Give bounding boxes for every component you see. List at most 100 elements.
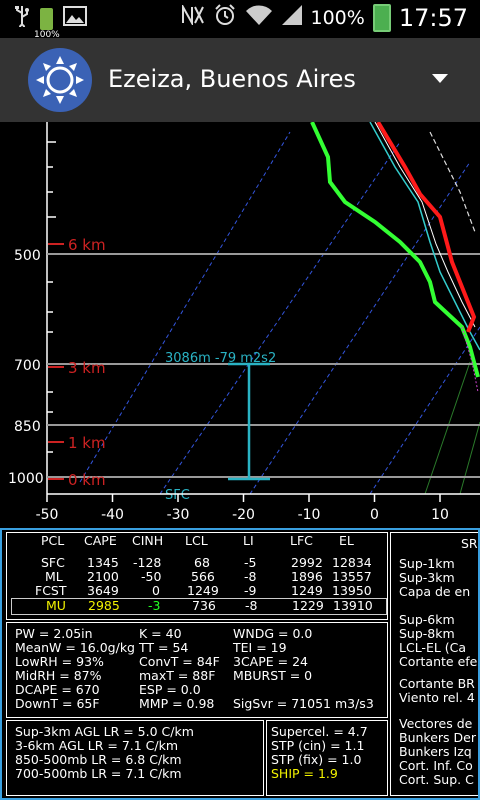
- capa-label: Capa de en: [399, 584, 471, 599]
- pcl-name: SFC: [41, 555, 65, 570]
- cortante-efe-label: Cortante efe: [399, 654, 478, 669]
- maxt-value: maxT = 88F: [139, 668, 216, 683]
- midrh-value: MidRH = 87%: [15, 668, 102, 683]
- lapse-rate-sfc3km: Sup-3km AGL LR = 5.0 C/km: [15, 724, 194, 739]
- pw-value: PW = 2.05in: [15, 626, 93, 641]
- usb-icon: [14, 5, 30, 32]
- header-li: LI: [243, 533, 254, 548]
- parcel-trace: [461, 326, 479, 393]
- el-value: 13950: [332, 583, 372, 598]
- skewt-diagram: 500 700 850 1000 6 km 3 km 1 km 0 km 308…: [8, 122, 480, 523]
- cape-value: 2100: [87, 569, 119, 584]
- clock: 17:57: [398, 3, 468, 32]
- lowrh-value: LowRH = 93%: [15, 654, 104, 669]
- sup-8km-label: Sup-8km: [399, 626, 455, 641]
- height-label-0km: 0 km: [68, 471, 106, 489]
- alarm-icon: [213, 3, 237, 32]
- viento-rel-label: Viento rel. 4: [399, 690, 475, 705]
- lcl-value: 1249: [187, 583, 219, 598]
- lapse-rates-box: Sup-3km AGL LR = 5.0 C/km 3-6km AGL LR =…: [6, 720, 264, 796]
- moist-adiabats: [424, 361, 480, 495]
- pressure-label-500: 500: [14, 248, 41, 264]
- signal-icon: [281, 4, 303, 31]
- battery-icon: [372, 3, 391, 32]
- sun-icon[interactable]: [28, 48, 92, 112]
- parcel-table: PCL CAPE CINH LCL LI LFC EL SFC 1345 -12…: [6, 532, 388, 620]
- temp-tick-label: 10: [431, 507, 449, 523]
- cinh-value: 0: [152, 583, 160, 598]
- pcl-name: MU: [46, 598, 66, 613]
- cinh-value: -128: [133, 555, 162, 570]
- cape-value: 1345: [87, 555, 119, 570]
- nfc-icon: [181, 3, 205, 30]
- lcl-el-label: LCL-EL (Ca: [399, 640, 467, 655]
- li-value: -9: [244, 583, 257, 598]
- helicity-label: 3086m -79 m2s2: [165, 351, 276, 366]
- downt-value: DownT = 65F: [15, 696, 100, 711]
- tei-value: TEI = 19: [233, 640, 287, 655]
- sup-3km-label: Sup-3km: [399, 570, 455, 585]
- parcel-row-mu: MU 2985 -3 736 -8 1229 13910: [11, 598, 387, 615]
- temp-tick-label: -40: [101, 507, 124, 523]
- el-value: 13557: [332, 569, 372, 584]
- isotherms: [79, 131, 480, 495]
- cape-value: 3649: [87, 583, 119, 598]
- indices-box: PW = 2.05in MeanW = 16.0g/kg LowRH = 93%…: [6, 622, 388, 718]
- li-value: -8: [245, 598, 258, 613]
- bunkers-der-label: Bunkers Der: [399, 730, 476, 745]
- pcl-name: FCST: [35, 583, 67, 598]
- right-panel: SR Sup-1km Sup-3km Capa de en Sup-6km Su…: [390, 532, 478, 796]
- cinh-value: -50: [141, 569, 162, 584]
- supercell-value: Supercel. = 4.7: [271, 724, 368, 739]
- cort-sup-label: Cort. Sup. C: [399, 772, 474, 787]
- sigsvr-value: SigSvr = 71051 m3/s3: [233, 696, 374, 711]
- lfc-value: 2992: [291, 555, 323, 570]
- lapse-rate-850-500: 850-500mb LR = 6.8 C/km: [15, 752, 182, 767]
- pressure-label-1000: 1000: [8, 471, 44, 487]
- temp-tick-label: 0: [370, 507, 379, 523]
- meanw-value: MeanW = 16.0g/kg: [15, 640, 135, 655]
- dashed-white-line: [429, 131, 476, 233]
- lfc-value: 1229: [292, 598, 324, 613]
- height-label-6km: 6 km: [68, 236, 106, 254]
- temp-tick-label: -50: [36, 507, 59, 523]
- blank-line: [233, 683, 374, 697]
- tt-index: TT = 54: [139, 640, 189, 655]
- temp-tick-label: -20: [232, 507, 255, 523]
- battery-percent: 100%: [310, 6, 365, 29]
- sup-1km-label: Sup-1km: [399, 556, 455, 571]
- cortante-br-label: Cortante BR: [399, 676, 475, 691]
- mburst-value: MBURST = 0: [233, 668, 313, 683]
- lfc-value: 1896: [291, 569, 323, 584]
- lcl-value: 566: [191, 569, 215, 584]
- el-value: 13910: [333, 598, 373, 613]
- dcape-value: DCAPE = 670: [15, 682, 100, 697]
- lapse-rate-3-6km: 3-6km AGL LR = 7.1 C/km: [15, 738, 179, 753]
- wndg-value: WNDG = 0.0: [233, 626, 313, 641]
- sup-6km-label: Sup-6km: [399, 612, 455, 627]
- lfc-value: 1249: [291, 583, 323, 598]
- li-value: -5: [244, 555, 257, 570]
- app-bar: Ezeiza, Buenos Aires: [0, 38, 480, 122]
- location-title[interactable]: Ezeiza, Buenos Aires: [108, 65, 356, 93]
- lapse-rate-700-500: 700-500mb LR = 7.1 C/km: [15, 766, 182, 781]
- height-label-3km: 3 km: [68, 359, 106, 377]
- header-el: EL: [339, 533, 354, 548]
- left-axis-ticks: [47, 141, 56, 453]
- image-icon: [63, 6, 87, 31]
- stp-cin-value: STP (cin) = 1.1: [271, 738, 365, 753]
- pcl-name: ML: [45, 569, 63, 584]
- cape-value: 2985: [88, 598, 120, 613]
- wetbulb-line: [369, 122, 480, 351]
- header-lcl: LCL: [185, 533, 208, 548]
- inflow-layer-bar: [228, 362, 270, 481]
- lcl-value: 68: [194, 555, 210, 570]
- header-pcl: PCL: [41, 533, 65, 548]
- right-panel-header: SR: [461, 536, 478, 551]
- ship-value: SHIP = 1.9: [271, 766, 338, 781]
- vectores-label: Vectores de: [399, 716, 473, 731]
- dropdown-arrow-icon[interactable]: [432, 74, 448, 83]
- lcl-value: 736: [192, 598, 216, 613]
- temp-tick-label: -10: [298, 507, 321, 523]
- indices-panel: PCL CAPE CINH LCL LI LFC EL SFC 1345 -12…: [0, 528, 480, 800]
